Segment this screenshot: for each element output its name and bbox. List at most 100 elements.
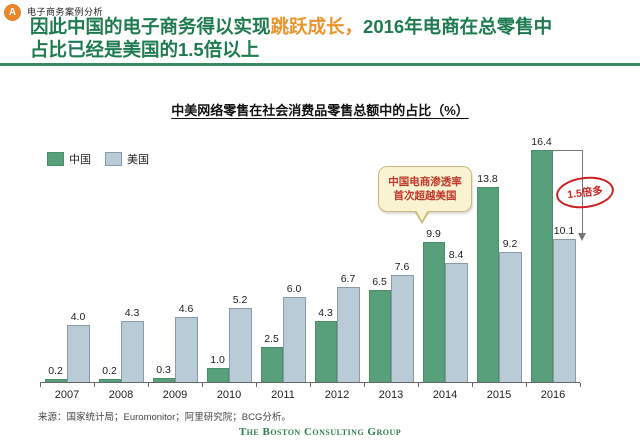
bar-value-label: 6.7	[340, 273, 356, 286]
axis-tick	[256, 383, 257, 387]
bar-value-label: 1.0	[210, 353, 225, 366]
bar-col-china-2007: 0.2	[44, 140, 67, 382]
comparison-arrow-line	[582, 150, 583, 234]
slide-title: 因此中国的电子商务得以实现跳跃成长，2016年电商在总零售中 占比已经是美国的1…	[30, 15, 630, 61]
bar-col-usa-2013: 7.6	[391, 140, 414, 382]
ratio-label: 1.5倍多	[566, 184, 604, 202]
bar-group-2012: 4.3 6.7	[314, 140, 360, 382]
bar-usa-2013	[391, 274, 414, 382]
bar-col-china-2010: 1.0	[206, 140, 229, 382]
bar-value-label: 2.5	[264, 332, 279, 345]
axis-tick	[202, 383, 203, 387]
x-axis-label-2012: 2012	[324, 389, 350, 401]
bar-col-china-2009: 0.3	[152, 140, 175, 382]
legend-swatch-usa	[105, 152, 122, 166]
x-axis-label-2013: 2013	[378, 389, 404, 401]
bar-china-2013	[368, 290, 391, 382]
bar-value-label: 9.2	[502, 237, 518, 250]
bar-chart-plot-area: 0.2 4.0 0.2 4.3 0.3 4.6 1.0 5.2 2.5 6.0 4.3 6.7 6.5 7…	[40, 136, 580, 383]
slide-title-part1: 因此中国的电子商务得以实现	[30, 16, 271, 37]
bar-china-2007	[44, 379, 67, 382]
bar-china-2015	[476, 186, 499, 382]
x-axis-label-2011: 2011	[271, 389, 295, 401]
legend-item-china: 中国	[47, 151, 91, 167]
bar-col-usa-2016: 10.1	[553, 140, 576, 382]
bar-usa-2011	[283, 297, 306, 382]
bar-group-2016: 16.4 10.1	[530, 136, 576, 382]
x-axis-label-2008: 2008	[108, 389, 134, 401]
axis-tick	[580, 383, 581, 387]
bar-col-china-2016: 16.4	[530, 136, 553, 382]
callout-line2: 首次超越美国	[393, 190, 457, 202]
axis-tick	[364, 383, 365, 387]
bar-col-china-2011: 2.5	[260, 140, 283, 382]
bar-value-label: 5.2	[232, 294, 248, 307]
bar-usa-2010	[229, 308, 252, 382]
header-divider	[0, 63, 640, 66]
legend-swatch-china	[47, 152, 64, 166]
bar-group-2015: 13.8 9.2	[476, 140, 522, 382]
callout-line1: 中国电商渗透率	[388, 176, 462, 188]
section-badge: A	[4, 4, 21, 21]
bar-china-2010	[206, 367, 229, 382]
bar-value-label: 8.4	[448, 249, 464, 262]
axis-tick	[40, 383, 41, 387]
bar-col-china-2015: 13.8	[476, 140, 499, 382]
chart-title: 中美网络零售在社会消费品零售总额中的占比（%）	[171, 103, 469, 118]
bar-usa-2007	[67, 325, 90, 382]
bar-group-2013: 6.5 7.6	[368, 140, 414, 382]
bar-col-usa-2008: 4.3	[121, 140, 144, 382]
comparison-line-horizontal	[553, 150, 582, 151]
bar-col-usa-2014: 8.4	[445, 140, 468, 382]
bar-usa-2016	[553, 239, 576, 382]
callout-tail-fill	[416, 210, 428, 221]
bar-group-2014: 9.9 8.4	[422, 140, 468, 382]
bar-value-label: 7.6	[394, 260, 410, 273]
slide-eyebrow: 电子商务案例分析	[27, 7, 104, 17]
bar-group-2008: 0.2 4.3	[98, 140, 144, 382]
bar-value-label: 4.3	[318, 307, 333, 320]
bar-china-2009	[152, 377, 175, 382]
bar-usa-2015	[499, 251, 522, 382]
callout-bubble: 中国电商渗透率 首次超越美国	[378, 166, 472, 212]
axis-tick	[418, 383, 419, 387]
bar-value-label: 4.0	[70, 311, 86, 324]
bcg-brand-footer: The Boston Consulting Group	[238, 426, 402, 438]
bar-col-usa-2007: 4.0	[67, 140, 90, 382]
bar-value-label: 13.8	[477, 172, 498, 185]
bar-col-usa-2009: 4.6	[175, 140, 198, 382]
bar-col-usa-2015: 9.2	[499, 140, 522, 382]
axis-tick	[94, 383, 95, 387]
x-axis: 2007 2008 2009 2010 2011 2012 2013 2014 2015 2016	[40, 383, 581, 405]
x-axis-label-2009: 2009	[162, 389, 188, 401]
bar-group-2009: 0.3 4.6	[152, 140, 198, 382]
chart-legend: 中国 美国	[47, 151, 149, 167]
axis-tick	[148, 383, 149, 387]
bar-col-china-2014: 9.9	[422, 140, 445, 382]
bar-china-2008	[98, 379, 121, 382]
legend-label-china: 中国	[69, 154, 91, 166]
bar-col-china-2012: 4.3	[314, 140, 337, 382]
bar-value-label: 10.1	[553, 225, 575, 238]
bar-usa-2012	[337, 287, 360, 382]
legend-item-usa: 美国	[105, 151, 149, 167]
bar-group-2010: 1.0 5.2	[206, 140, 252, 382]
bar-value-label: 16.4	[531, 136, 552, 148]
x-axis-label-2010: 2010	[216, 389, 242, 401]
x-axis-label-2007: 2007	[54, 389, 80, 401]
bar-value-label: 4.6	[178, 302, 194, 315]
comparison-arrowhead-icon	[578, 233, 586, 241]
bar-china-2012	[314, 321, 337, 382]
bar-group-2007: 0.2 4.0	[44, 140, 90, 382]
bar-china-2011	[260, 346, 283, 382]
bar-value-label: 6.5	[372, 276, 387, 289]
bar-value-label: 0.2	[102, 365, 117, 378]
slide-title-part2: 2016年电商在总零售中	[363, 16, 553, 37]
source-note: 来源：国家统计局；Euromonitor；阿里研究院；BCG分析。	[38, 412, 291, 423]
axis-tick	[310, 383, 311, 387]
bar-value-label: 4.3	[124, 307, 140, 320]
bar-col-usa-2010: 5.2	[229, 140, 252, 382]
bar-value-label: 6.0	[286, 283, 302, 296]
x-axis-label-2016: 2016	[540, 389, 566, 401]
bar-value-label: 0.2	[48, 365, 63, 378]
